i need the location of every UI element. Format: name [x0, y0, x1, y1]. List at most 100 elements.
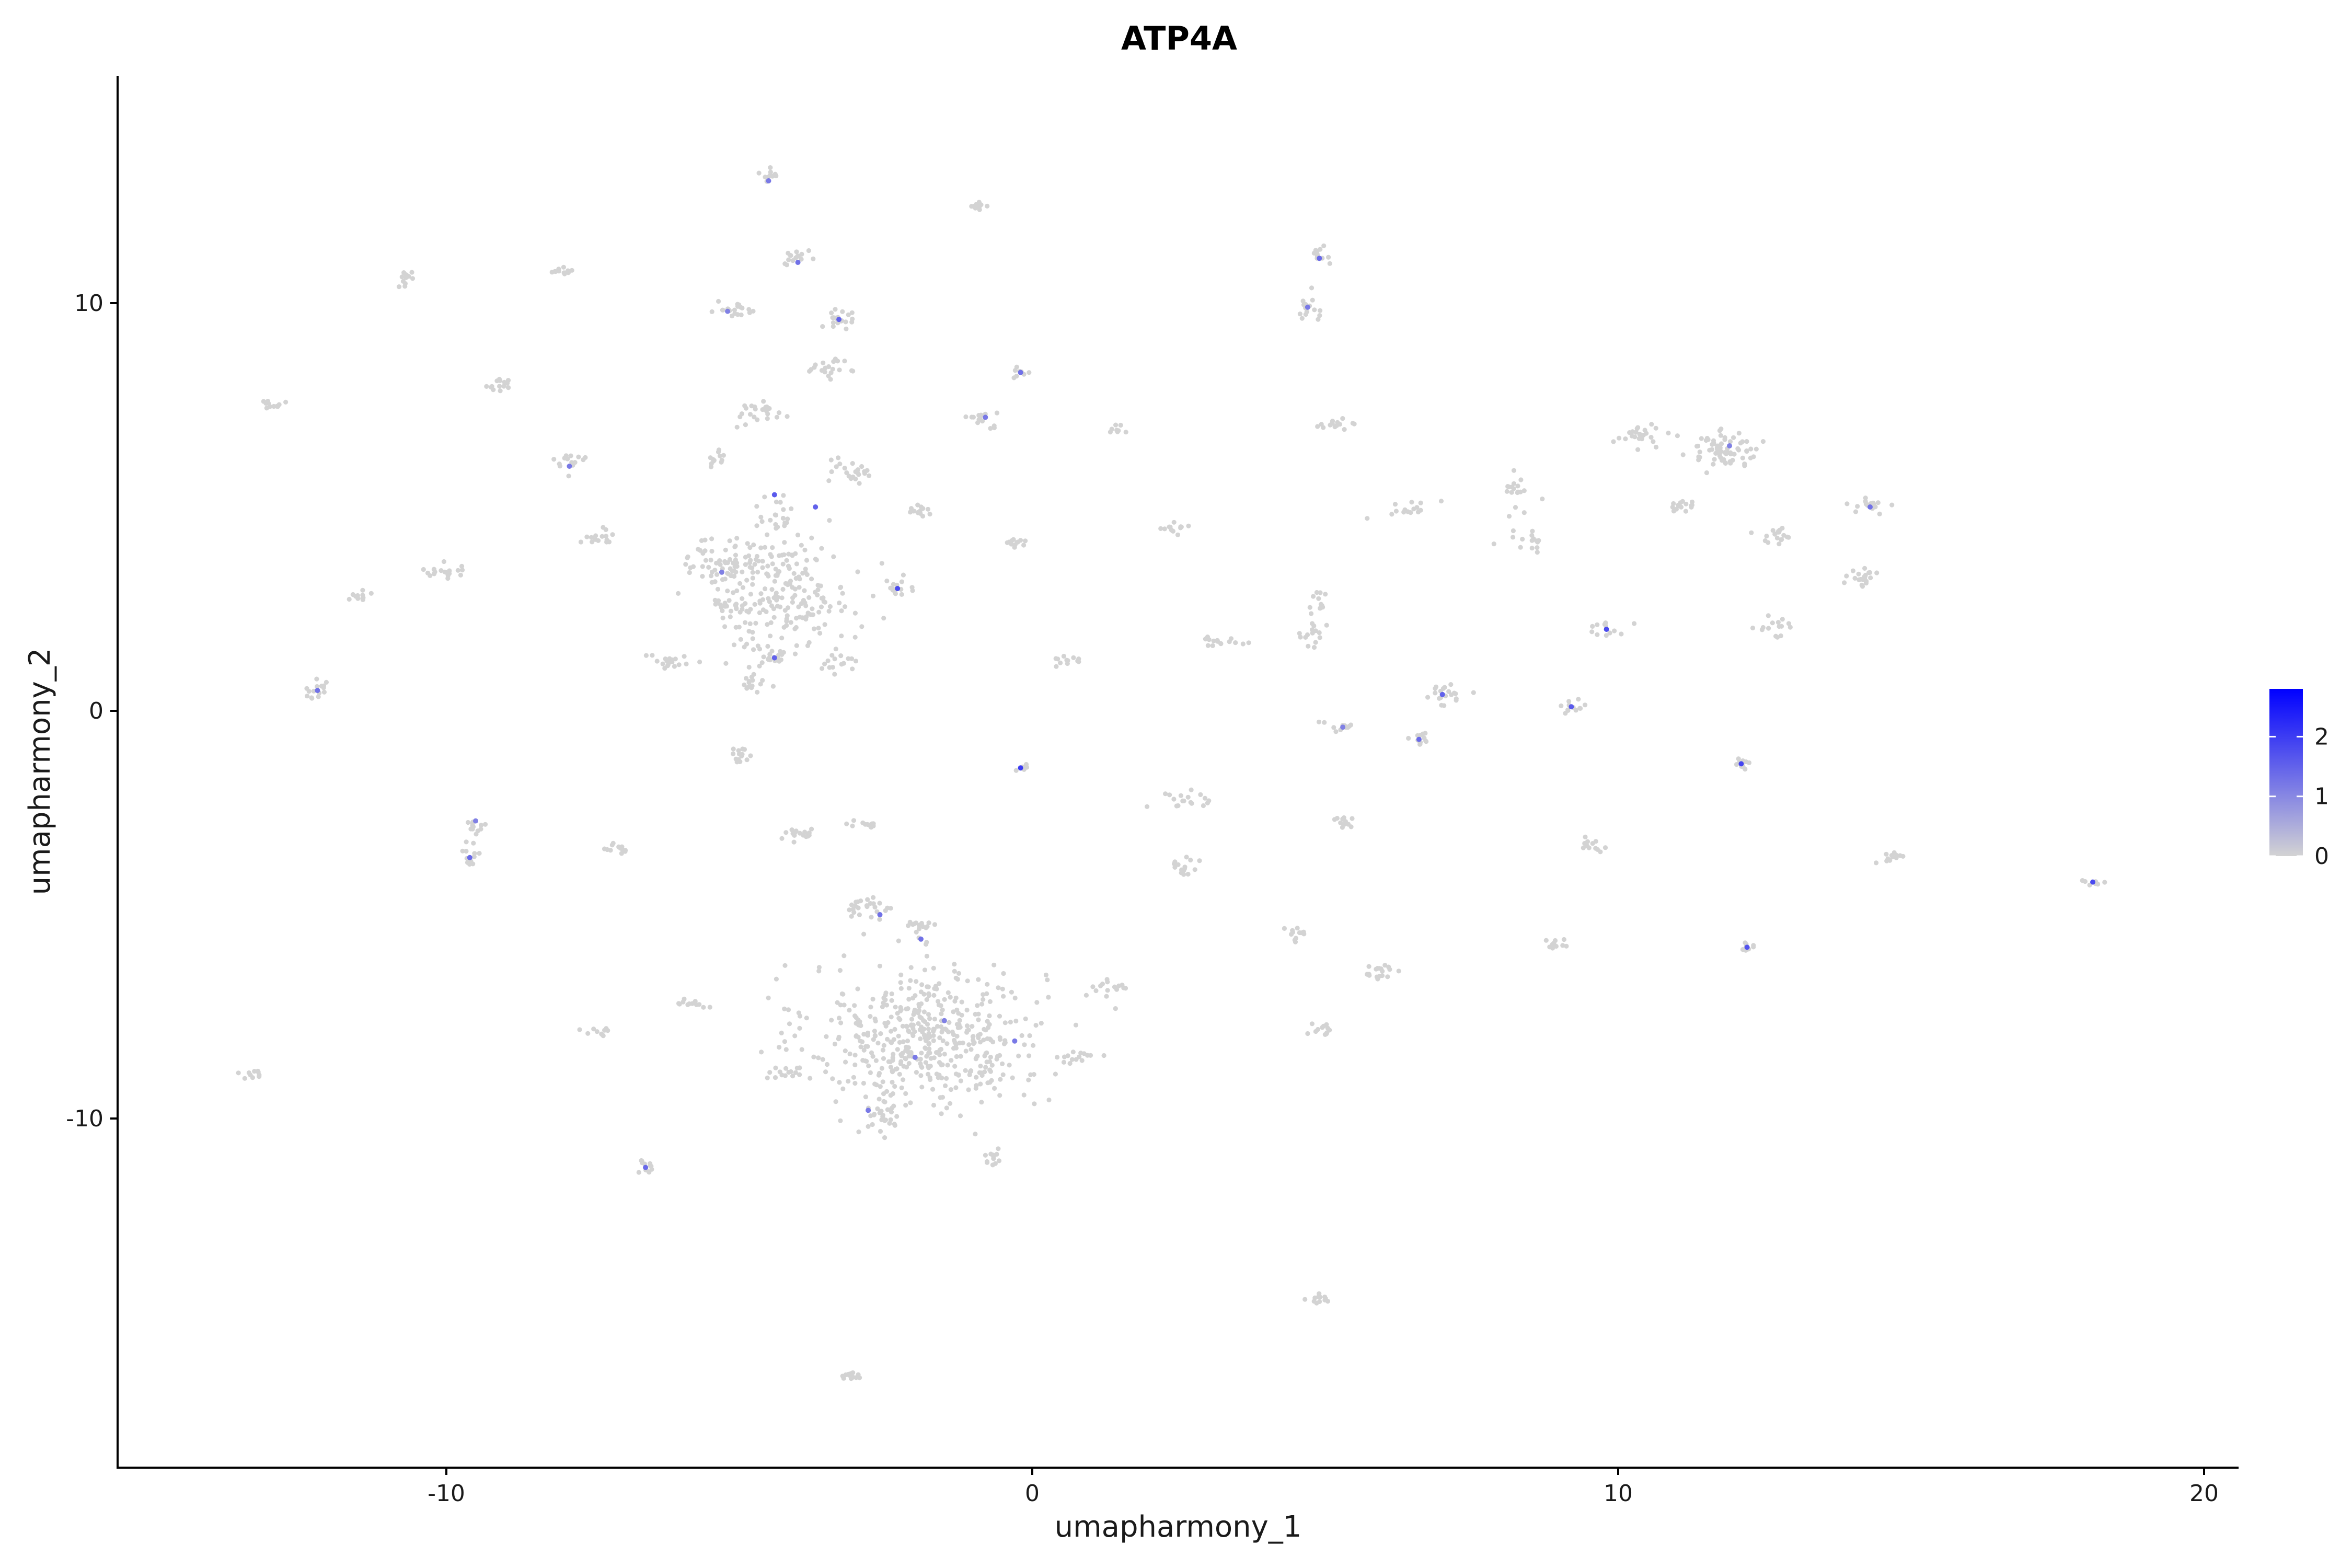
cell-point — [1860, 584, 1865, 589]
cell-point — [846, 1079, 851, 1084]
cell-point — [830, 665, 835, 670]
expressing-cell-point — [643, 1165, 649, 1170]
cell-point — [823, 365, 828, 371]
cell-point — [797, 1072, 802, 1077]
cell-point — [1201, 803, 1206, 809]
x-tick-label: 20 — [2189, 1480, 2219, 1507]
cell-point — [906, 923, 911, 928]
cell-cluster — [754, 493, 794, 537]
cell-point — [1683, 509, 1688, 514]
cell-point — [700, 564, 705, 569]
expressing-cell-point — [725, 308, 731, 314]
cell-point — [938, 1003, 943, 1008]
cell-point — [866, 1063, 871, 1068]
cell-point — [403, 272, 409, 278]
cell-point — [868, 1005, 873, 1010]
cell-point — [1043, 972, 1048, 977]
cell-point — [676, 662, 682, 667]
colorbar-tick-label: 2 — [2314, 723, 2329, 750]
cell-cluster — [347, 587, 374, 602]
cell-point — [1303, 312, 1308, 317]
cell-point — [897, 1017, 903, 1022]
cell-point — [827, 518, 832, 523]
cell-point — [471, 840, 476, 846]
cell-point — [603, 534, 609, 539]
cell-point — [974, 1083, 979, 1088]
cell-point — [803, 834, 809, 839]
cell-point — [996, 1158, 1002, 1163]
cell-point — [1316, 317, 1321, 322]
cell-point — [748, 592, 753, 597]
cell-point — [1863, 499, 1868, 504]
cell-point — [1868, 575, 1873, 581]
cell-point — [1113, 1006, 1118, 1011]
cell-point — [802, 547, 808, 552]
cell-point — [1530, 528, 1535, 534]
cell-point — [1439, 702, 1444, 708]
cell-point — [935, 1024, 940, 1029]
cell-point — [858, 898, 863, 904]
cell-point — [497, 384, 502, 389]
cell-point — [581, 457, 586, 463]
cell-point — [769, 587, 775, 592]
cell-point — [903, 1056, 908, 1061]
cell-point — [897, 1071, 902, 1077]
cell-point — [851, 910, 857, 915]
cell-point — [1317, 635, 1322, 640]
cell-point — [1396, 969, 1401, 974]
cell-point — [871, 895, 876, 900]
cell-point — [593, 537, 598, 542]
cell-point — [1705, 437, 1711, 442]
cell-point — [562, 271, 567, 276]
cell-point — [862, 1058, 868, 1064]
cell-point — [843, 319, 848, 325]
cell-point — [860, 820, 866, 825]
cell-point — [760, 597, 766, 602]
cell-point — [939, 1111, 944, 1116]
cell-point — [1034, 1000, 1040, 1005]
cell-point — [477, 851, 482, 856]
cell-point — [794, 249, 799, 255]
cell-point — [871, 821, 876, 826]
cell-point — [871, 1037, 876, 1042]
cell-point — [1648, 435, 1654, 440]
cell-point — [899, 592, 904, 597]
cell-point — [765, 1075, 770, 1080]
cell-point — [1775, 620, 1781, 625]
cell-point — [572, 460, 578, 465]
cell-point — [1179, 870, 1184, 875]
cell-point — [797, 577, 802, 582]
cell-point — [1864, 579, 1869, 584]
cell-point — [355, 594, 360, 599]
cell-point — [799, 601, 804, 606]
cell-point — [599, 1031, 604, 1036]
cell-point — [464, 849, 469, 854]
cell-point — [889, 1029, 894, 1034]
cell-point — [1101, 1053, 1106, 1058]
cell-point — [1712, 457, 1717, 462]
cell-point — [859, 464, 864, 469]
cell-point — [722, 604, 728, 609]
cell-point — [1786, 621, 1791, 626]
cell-point — [714, 572, 720, 577]
cell-point — [733, 756, 739, 762]
cell-point — [660, 661, 665, 666]
cell-point — [975, 1003, 980, 1008]
cell-point — [1844, 501, 1850, 506]
cell-point — [784, 618, 789, 624]
cell-cluster — [1297, 621, 1329, 650]
cell-cluster — [1145, 787, 1212, 809]
cell-point — [790, 1074, 795, 1079]
cell-point — [909, 1017, 915, 1022]
cell-point — [684, 661, 689, 666]
expressing-cell-point — [473, 818, 478, 824]
cell-point — [1305, 1031, 1310, 1036]
cell-point — [954, 1007, 960, 1012]
cell-point — [809, 577, 814, 582]
cell-point — [878, 1128, 883, 1134]
cell-point — [755, 417, 760, 422]
cell-point — [818, 604, 824, 609]
cell-point — [1189, 801, 1194, 806]
cell-point — [1704, 470, 1709, 476]
cell-point — [928, 1077, 933, 1082]
